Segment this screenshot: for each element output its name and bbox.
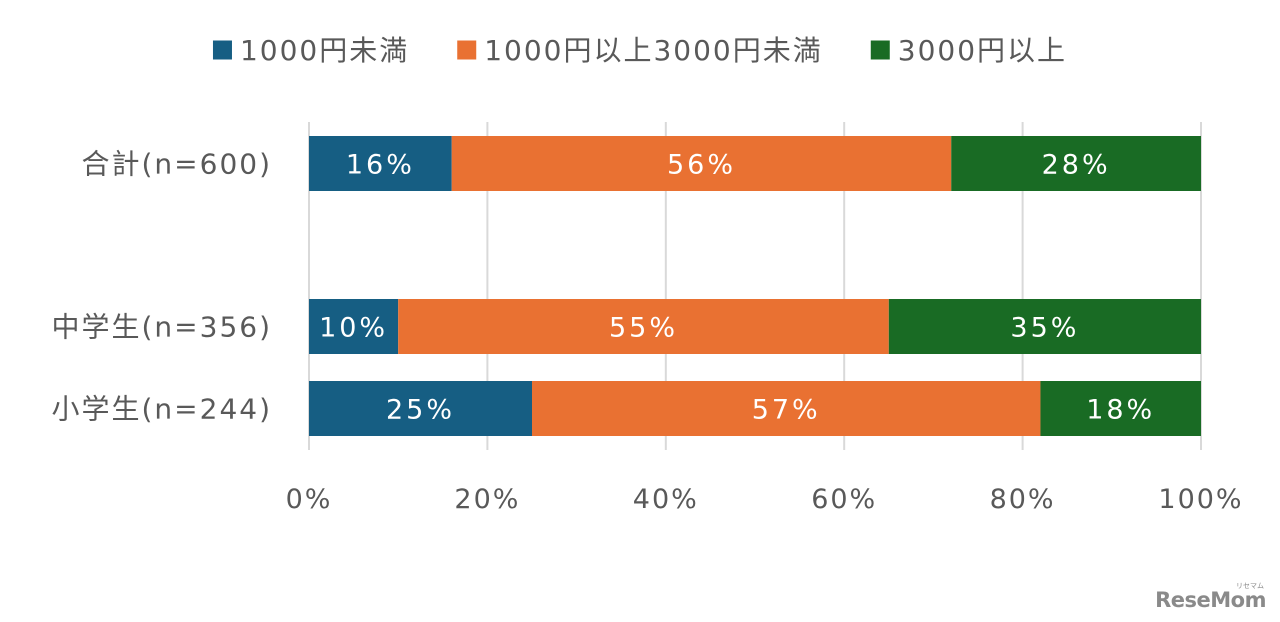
x-tick-label: 20% (454, 484, 520, 515)
category-label: 合計(n=600) (82, 148, 273, 181)
data-label: 56% (667, 150, 736, 181)
x-tick-label: 40% (633, 484, 699, 515)
x-tick-label: 100% (1158, 484, 1243, 515)
logo-text: ReseMom (1155, 588, 1266, 612)
bar-segment (398, 299, 889, 354)
legend-label: 1000円未満 (240, 34, 409, 67)
category-label: 中学生(n=356) (52, 311, 273, 344)
category-label: 小学生(n=244) (52, 393, 273, 426)
bar-segment (309, 136, 452, 191)
logo-subtext: リセマム (1236, 582, 1264, 590)
data-label: 18% (1086, 395, 1155, 426)
data-label: 25% (386, 395, 455, 426)
legend-label: 3000円以上 (898, 34, 1067, 67)
legend-swatch (870, 40, 890, 60)
bar-segment (451, 136, 952, 191)
bar-segment (309, 299, 399, 354)
legend-swatch (457, 40, 477, 60)
legend-swatch (212, 40, 232, 60)
data-label: 35% (1010, 313, 1079, 344)
x-tick-label: 0% (286, 484, 333, 515)
x-tick-label: 60% (811, 484, 877, 515)
data-label: 28% (1042, 150, 1111, 181)
bar-segment (888, 299, 1201, 354)
data-label: 55% (609, 313, 678, 344)
bar-segment (309, 381, 532, 436)
legend-label: 1000円以上3000円未満 (484, 34, 823, 67)
bar-segment (1040, 381, 1201, 436)
resemom-logo: ReseMom リセマム (1155, 582, 1266, 612)
x-tick-label: 80% (990, 484, 1056, 515)
bar-segment (951, 136, 1201, 191)
bar-segment (532, 381, 1041, 436)
data-label: 57% (752, 395, 821, 426)
data-label: 16% (346, 150, 415, 181)
data-label: 10% (319, 313, 388, 344)
